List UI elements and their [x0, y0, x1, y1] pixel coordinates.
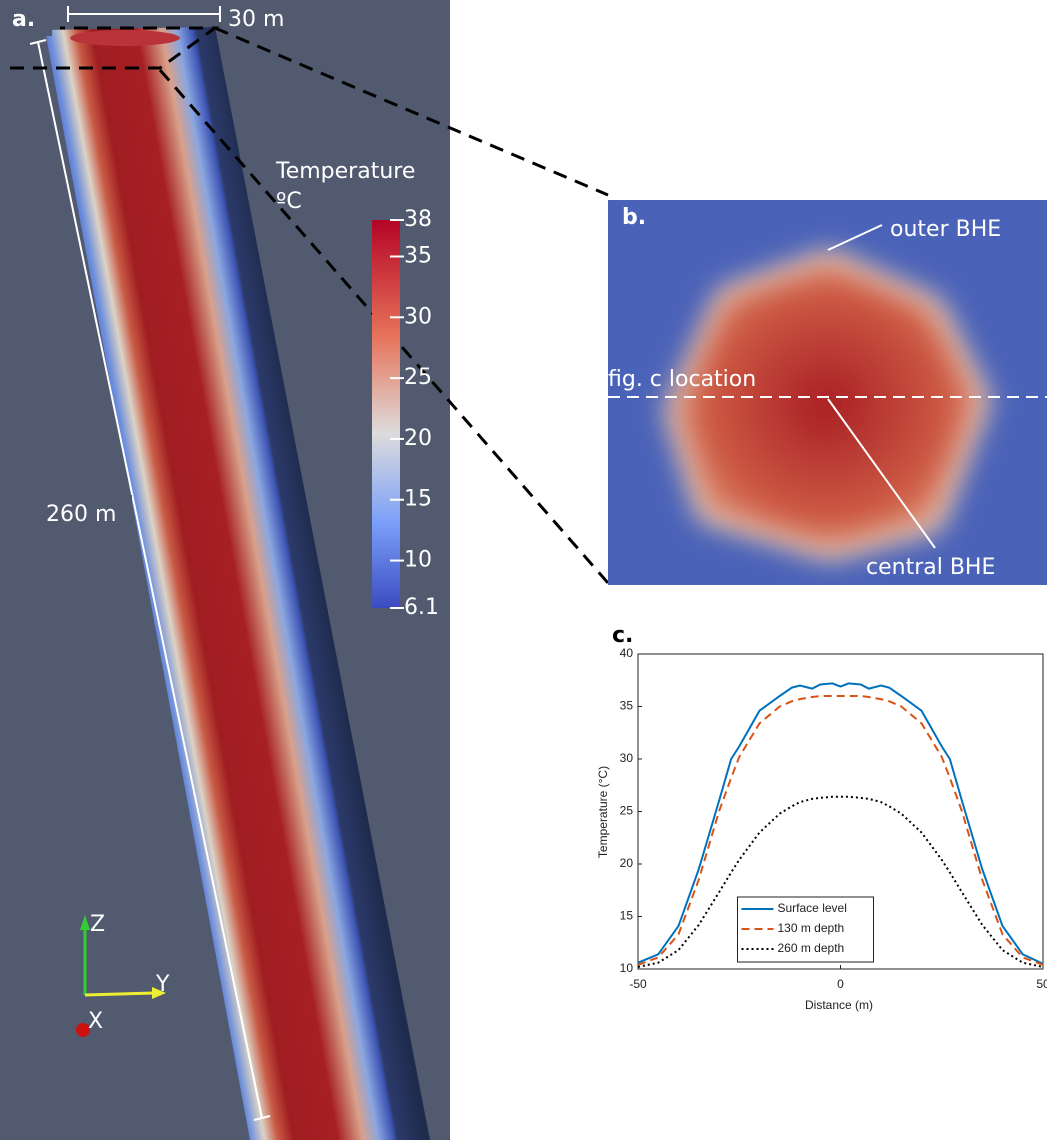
- colorbar-tick-label: 6.1: [404, 595, 439, 620]
- y-tick-label: 25: [620, 804, 634, 818]
- model-column: [45, 27, 430, 1140]
- y-tick-label: 15: [620, 909, 634, 923]
- x-tick-label: 0: [837, 977, 844, 991]
- colorbar-tick-label: 20: [404, 426, 432, 451]
- orientation-axes: [76, 915, 166, 1037]
- colorbar-tick-label: 10: [404, 548, 432, 573]
- x-axis-label: Distance (m): [805, 998, 873, 1012]
- x-tick-label: 50: [1036, 977, 1047, 991]
- width-label: 30 m: [228, 7, 284, 32]
- series-line: [637, 795, 1044, 968]
- panel-label: b.: [622, 205, 646, 230]
- y-tick-label: 30: [620, 751, 634, 765]
- colorbar-tick-label: 25: [404, 365, 432, 390]
- axis-x: X: [88, 1009, 103, 1034]
- series-line: [637, 695, 1044, 966]
- leader: [827, 224, 883, 251]
- zoom-lines: [10, 26, 610, 584]
- colorbar-title: Temperature: [275, 159, 415, 184]
- leader: [827, 398, 936, 549]
- colorbar-tick-label: 15: [404, 487, 432, 512]
- scale-bars: [29, 6, 271, 1121]
- y-axis-label: Temperature (°C): [596, 766, 610, 858]
- legend-label: 260 m depth: [778, 941, 845, 955]
- panel-label: a.: [12, 7, 35, 32]
- axis-y: Y: [155, 972, 170, 997]
- depth-label: 260 m: [46, 502, 116, 527]
- label-bg: [40, 495, 132, 535]
- y-tick-label: 40: [620, 646, 634, 660]
- axis-z: Z: [90, 912, 105, 937]
- outer-label: outer BHE: [890, 217, 1001, 242]
- column-top: [70, 30, 180, 46]
- panel-label: c.: [612, 623, 633, 648]
- legend-label: Surface level: [778, 901, 847, 915]
- colorbar: [372, 220, 400, 608]
- colorbar-tick-label: 38: [404, 207, 432, 232]
- central-label: central BHE: [866, 555, 995, 580]
- colorbar-unit: ºC: [276, 189, 302, 214]
- series-line: [637, 682, 1044, 965]
- label-bg: [0, 0, 52, 36]
- colorbar-tick-label: 35: [404, 243, 432, 268]
- line-label: fig. c location: [608, 367, 756, 392]
- y-tick-label: 20: [620, 856, 634, 870]
- y-tick-label: 10: [620, 961, 634, 975]
- x-tick-label: -50: [629, 977, 647, 991]
- plan-view: [608, 200, 1047, 585]
- colorbar-tick-label: 30: [404, 304, 432, 329]
- legend-label: 130 m depth: [778, 921, 845, 935]
- y-tick-label: 35: [620, 699, 634, 713]
